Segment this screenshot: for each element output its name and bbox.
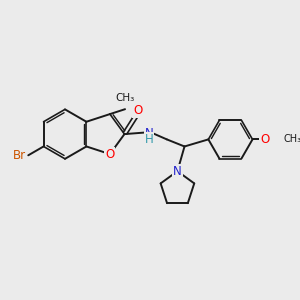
Text: N: N xyxy=(145,127,154,140)
Text: O: O xyxy=(105,148,115,160)
Text: O: O xyxy=(133,104,142,117)
Text: O: O xyxy=(260,133,269,146)
Text: Br: Br xyxy=(14,149,26,162)
Text: N: N xyxy=(173,165,182,178)
Text: CH₃: CH₃ xyxy=(116,93,135,103)
Text: CH₃: CH₃ xyxy=(284,134,300,144)
Text: H: H xyxy=(145,133,154,146)
